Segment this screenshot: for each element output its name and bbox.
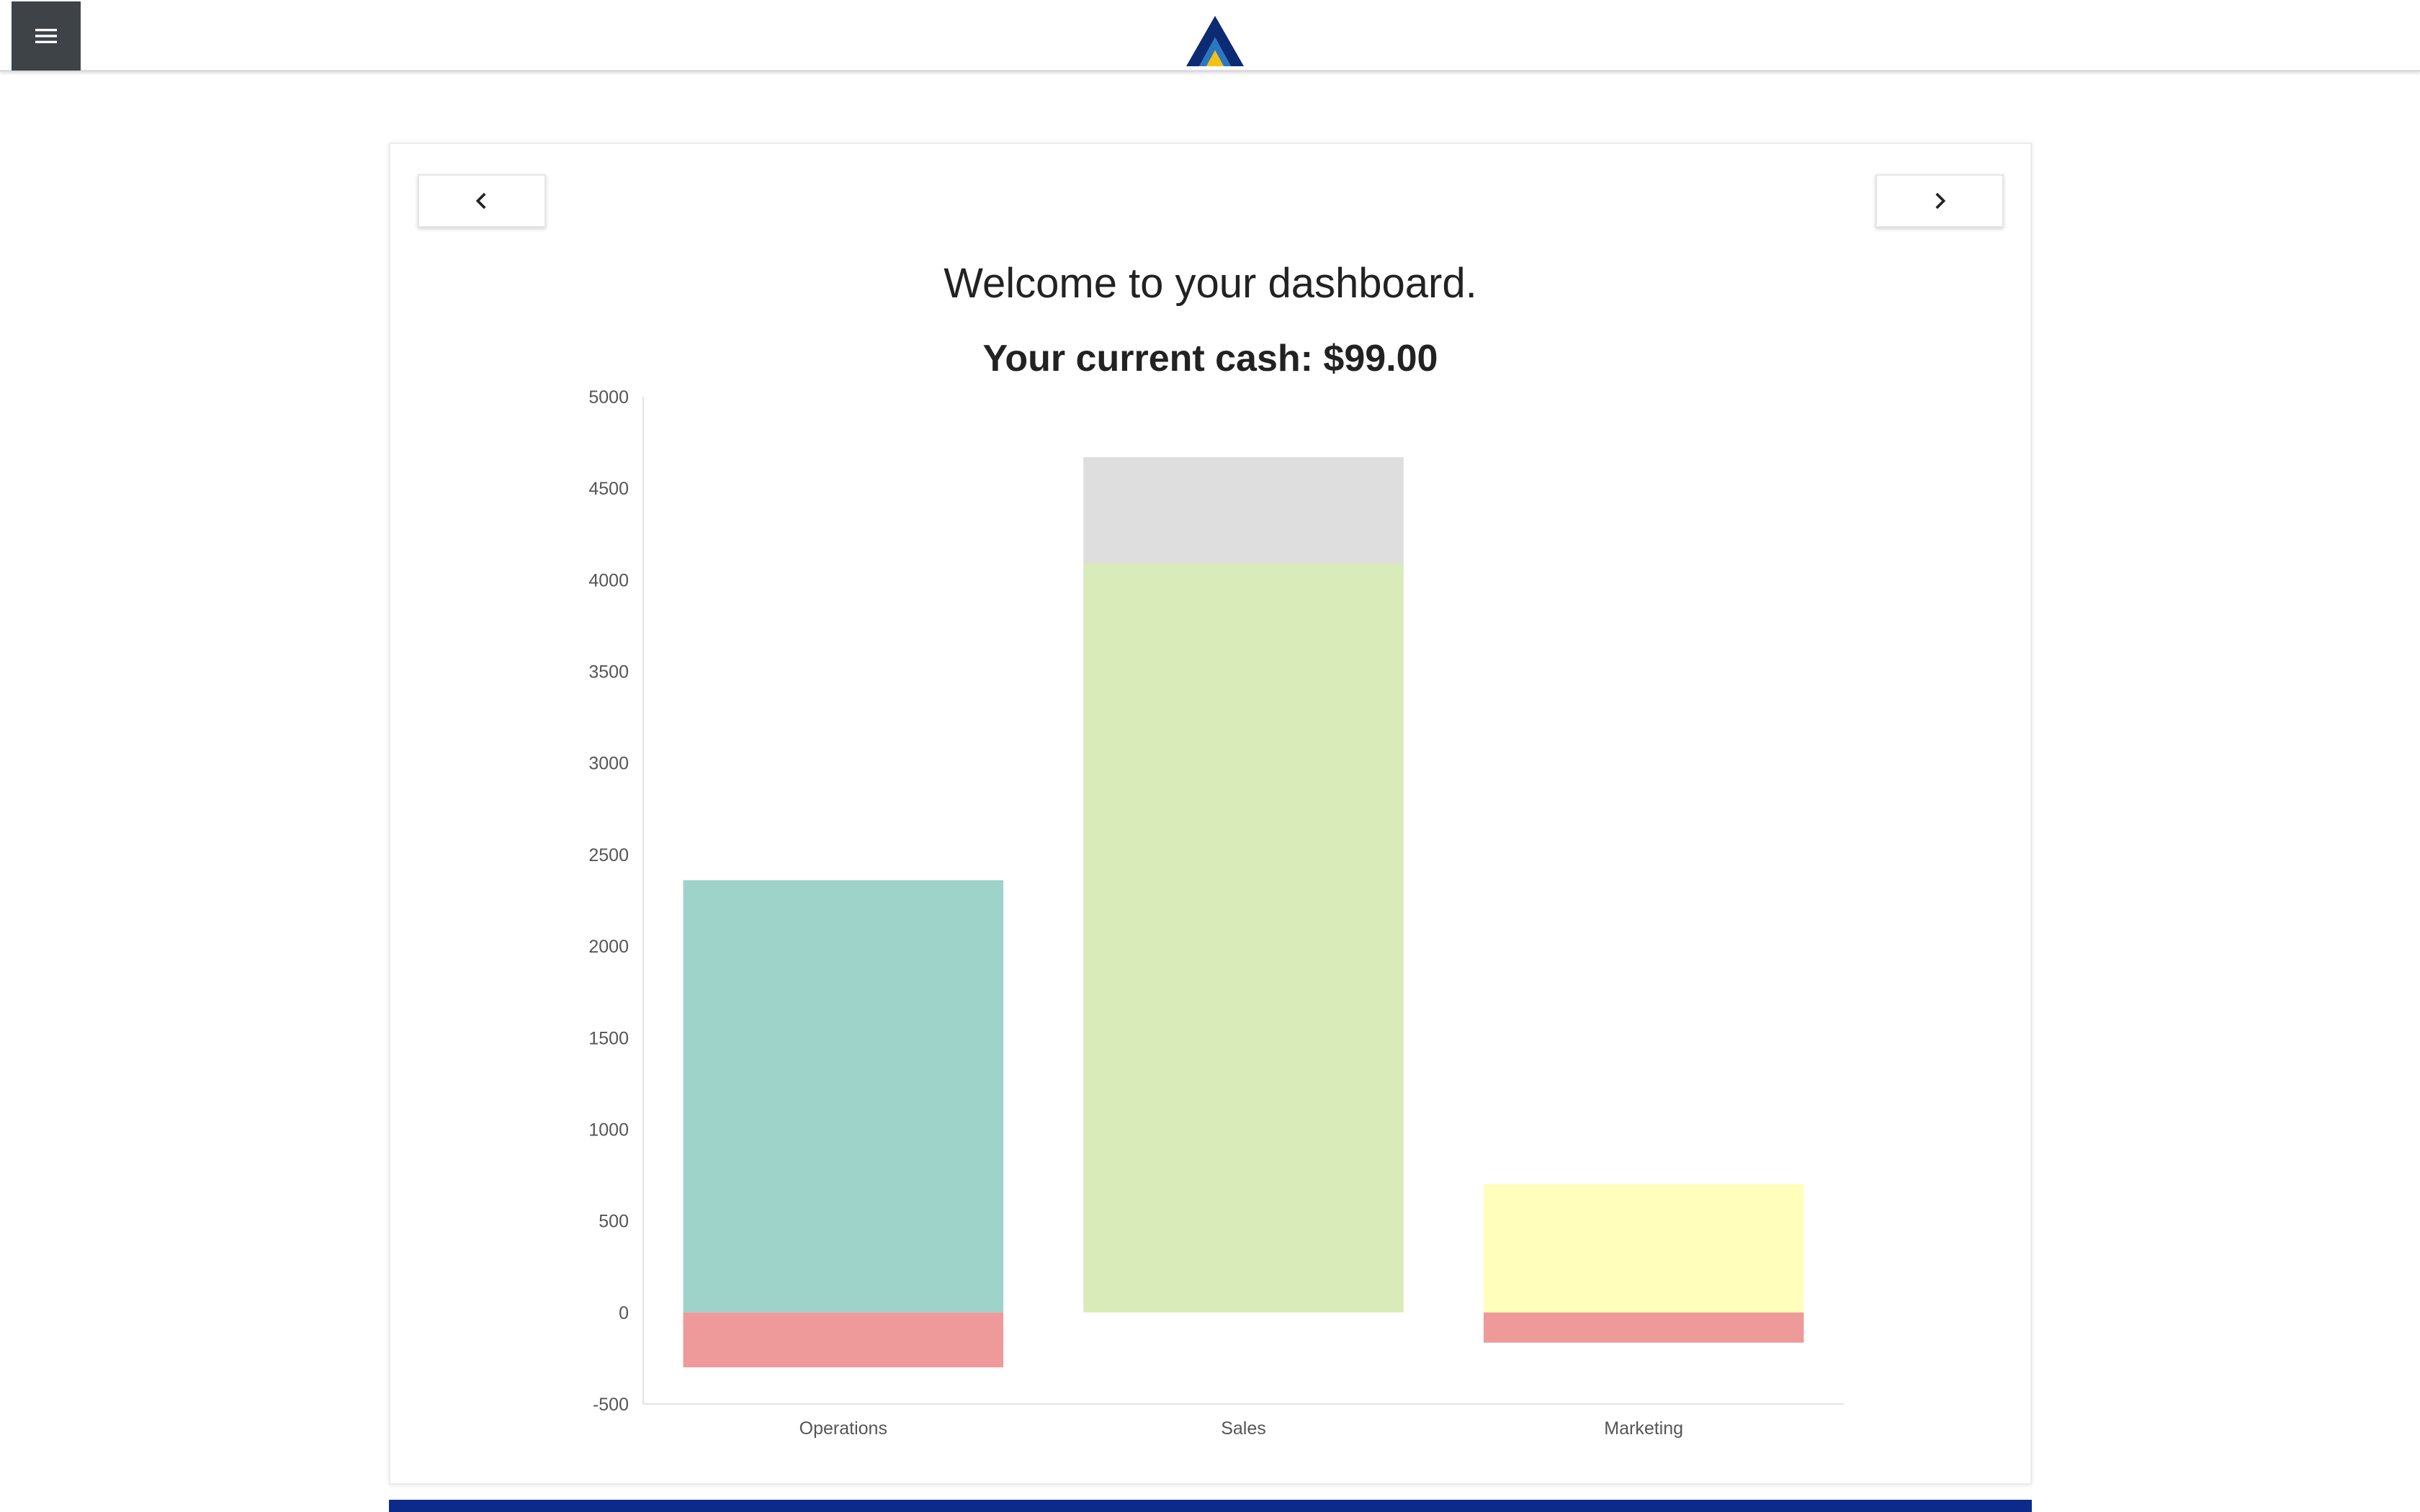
y-tick-label: 2500 — [588, 845, 629, 865]
x-tick-label: Sales — [1221, 1418, 1266, 1439]
menu-lines — [35, 29, 57, 43]
bar-segment — [683, 880, 1004, 1313]
footer-strip — [389, 1500, 2032, 1512]
y-tick-label: 2000 — [588, 937, 629, 957]
y-tick-label: 4000 — [588, 570, 629, 590]
x-tick-label: Operations — [799, 1418, 887, 1439]
bar-segment — [1483, 1312, 1804, 1343]
current-cash: Your current cash: $99.00 — [982, 338, 1438, 379]
top-bar — [0, 0, 2420, 72]
y-tick-label: 5000 — [588, 387, 629, 408]
bar-segment — [1083, 456, 1404, 564]
y-tick-label: 1000 — [588, 1120, 629, 1140]
y-tick-label: 3500 — [588, 662, 629, 683]
hamburger-menu-icon[interactable] — [12, 1, 81, 71]
bar-segment — [683, 1312, 1004, 1368]
next-button[interactable] — [1876, 174, 2004, 228]
y-tick-label: 3000 — [588, 754, 629, 774]
bar-segment — [1083, 563, 1404, 1313]
chevron-left-icon — [475, 192, 486, 210]
previous-button[interactable] — [418, 174, 546, 228]
y-tick-label: 1500 — [588, 1028, 629, 1048]
y-tick-label: 500 — [599, 1212, 629, 1232]
x-tick-label: Marketing — [1604, 1418, 1683, 1439]
y-tick-label: -500 — [593, 1395, 629, 1415]
y-tick-label: 0 — [619, 1303, 629, 1323]
bar-segment — [1483, 1184, 1804, 1313]
chevron-right-icon — [1935, 192, 1946, 210]
triangle-logo-icon[interactable] — [1185, 14, 1245, 68]
welcome-heading: Welcome to your dashboard. — [944, 260, 1477, 307]
y-tick-label: 4500 — [588, 479, 629, 499]
